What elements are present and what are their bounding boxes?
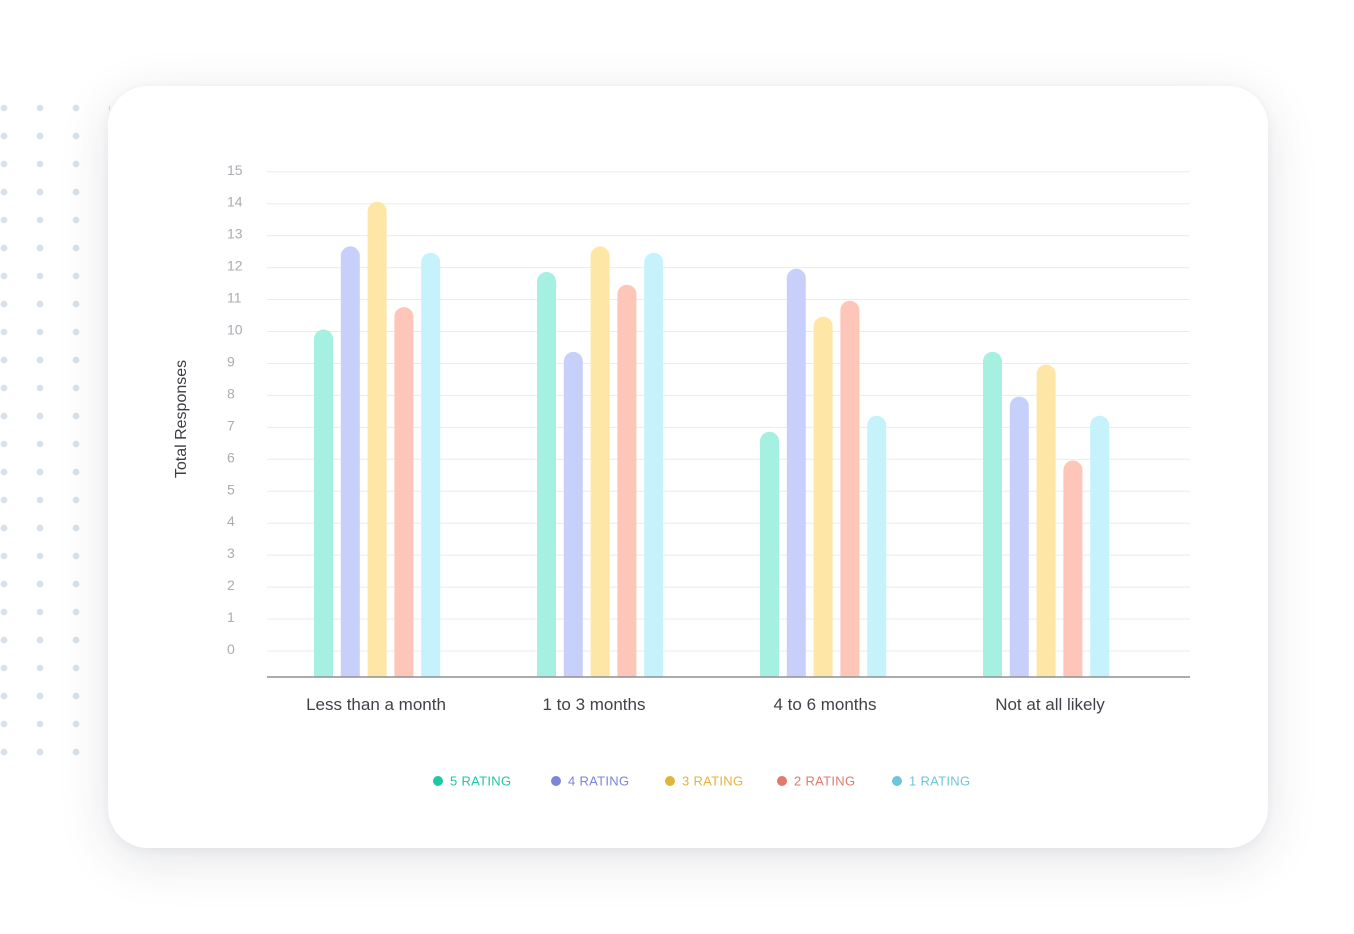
y-tick-label: 6 — [227, 449, 235, 465]
bar-1-2 — [340, 246, 360, 677]
bar-4-3 — [1036, 364, 1056, 677]
y-tick-label: 3 — [227, 545, 235, 561]
bar-2-3 — [590, 246, 610, 677]
y-tick-label: 8 — [227, 385, 235, 401]
bar-2-5 — [644, 252, 664, 677]
grid-lines — [267, 171, 1190, 652]
legend-marker — [892, 776, 902, 786]
y-tick-label: 15 — [227, 162, 243, 178]
y-tick-label: 12 — [227, 258, 243, 274]
legend-marker — [433, 776, 443, 786]
x-category-label: Not at all likely — [995, 695, 1105, 714]
bar-4-5 — [1090, 415, 1110, 677]
bar-1-1 — [314, 329, 333, 677]
legend-label: 2 RATING — [794, 774, 855, 789]
bar-3-4 — [840, 300, 860, 677]
y-tick-label: 14 — [227, 194, 243, 210]
x-category-label: 4 to 6 months — [773, 695, 876, 714]
x-category-label: 1 to 3 months — [542, 695, 645, 714]
bar-2-4 — [617, 284, 637, 677]
x-category-label: Less than a month — [306, 695, 446, 714]
y-tick-label: 9 — [227, 353, 235, 369]
y-tick-label: 0 — [227, 641, 235, 657]
category-labels: Less than a month 1 to 3 months 4 to 6 mon… — [306, 695, 1105, 714]
y-tick-label: 13 — [227, 226, 243, 242]
y-tick-label: 11 — [227, 290, 242, 306]
bar-1-5 — [421, 252, 441, 677]
legend: 5 RATING 4 RATING 3 RATING 2 RATING 1 RATING — [433, 774, 970, 789]
bar-3-5 — [867, 415, 887, 677]
bar-4-1 — [983, 351, 1002, 677]
legend-marker — [777, 776, 787, 786]
legend-label: 5 RATING — [450, 774, 511, 789]
bar-1-4 — [394, 307, 414, 677]
decorative-dot-grid — [0, 98, 110, 768]
legend-label: 3 RATING — [682, 774, 743, 789]
y-tick-label: 2 — [227, 577, 235, 593]
y-tick-label: 5 — [227, 481, 235, 497]
bar-3-3 — [813, 316, 833, 677]
bar-3-1 — [760, 431, 779, 677]
bar-3-2 — [786, 268, 806, 677]
bar-2-2 — [563, 351, 583, 677]
legend-marker — [665, 776, 675, 786]
legend-label: 1 RATING — [909, 774, 970, 789]
bar-1-3 — [367, 201, 387, 677]
y-axis-title: Total Responses — [173, 360, 190, 478]
bar-4-2 — [1009, 396, 1029, 677]
legend-label: 4 RATING — [568, 774, 629, 789]
y-tick-label: 1 — [227, 609, 235, 625]
legend-marker — [551, 776, 561, 786]
y-tick-label: 7 — [227, 417, 235, 433]
y-tick-label: 4 — [227, 513, 235, 529]
bars — [314, 201, 1110, 677]
bar-2-1 — [537, 271, 556, 677]
y-tick-label: 10 — [227, 322, 243, 338]
bar-4-4 — [1063, 460, 1083, 677]
